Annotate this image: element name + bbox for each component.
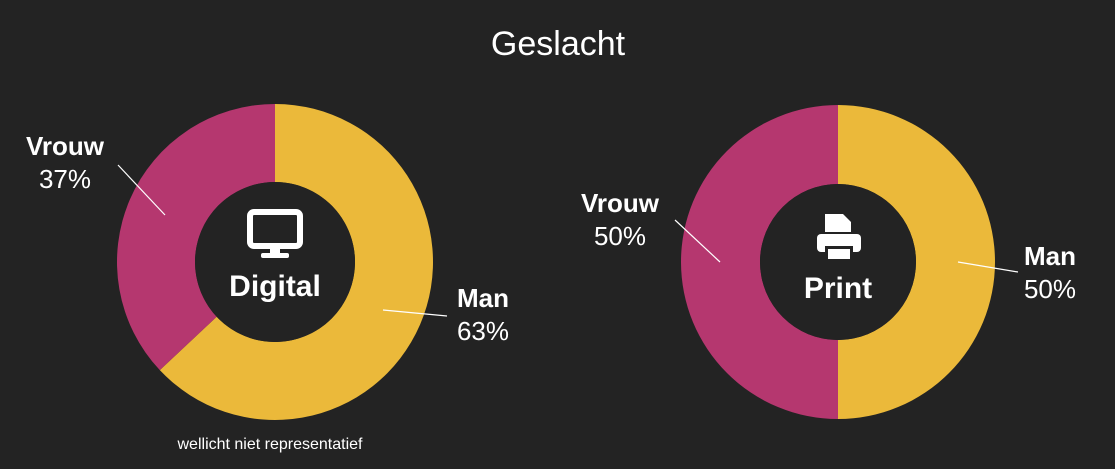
slice-category: Man — [457, 283, 509, 313]
slice-value: 63% — [457, 316, 509, 346]
slice-value: 50% — [1024, 274, 1076, 304]
slice-category: Man — [1024, 241, 1076, 271]
donut-hole — [760, 184, 916, 340]
monitor-icon — [247, 209, 303, 258]
leader-line — [957, 261, 1019, 273]
donut-slice — [117, 104, 275, 371]
donut-slice — [159, 104, 434, 420]
slice-category: Vrouw — [581, 188, 660, 218]
donut-slice — [838, 105, 995, 419]
donut-slice — [681, 105, 838, 419]
leader-line — [674, 219, 721, 263]
center-label: Digital — [229, 270, 321, 303]
slice-value: 37% — [39, 164, 91, 194]
center-label: Print — [804, 272, 872, 305]
title: Geslacht — [491, 25, 626, 63]
leader-line — [117, 164, 166, 216]
slice-value: 50% — [594, 221, 646, 251]
leader-line — [382, 309, 448, 317]
note: wellicht niet representatief — [177, 436, 364, 453]
slice-category: Vrouw — [26, 131, 105, 161]
donut-hole — [195, 182, 355, 342]
printer-icon — [817, 214, 861, 260]
